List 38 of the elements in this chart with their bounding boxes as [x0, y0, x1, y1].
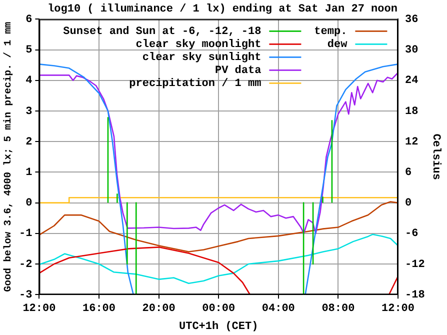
y2-tick-label: 12	[404, 136, 418, 148]
x-tick-label: 16:00	[82, 302, 116, 315]
x-tick-label: 12:00	[381, 302, 415, 315]
y-tick-label: 2	[26, 136, 32, 148]
y2-tick-label: -18	[404, 289, 426, 302]
y2-tick-label: 6	[404, 166, 412, 179]
legend-label: temp.	[314, 26, 348, 38]
y-tick-label: -2	[19, 258, 32, 271]
legend-label: precipitation / 1 mm	[129, 78, 262, 90]
y2-tick-label: 0	[404, 198, 412, 210]
legend-label: clear sky sunlight	[142, 52, 262, 64]
y-tick-label: -1	[19, 228, 33, 240]
legend-label: PV data	[214, 64, 262, 77]
x-tick-label: 04:00	[262, 302, 295, 315]
y-tick-label: 6	[26, 14, 32, 26]
x-axis-title: UTC+1h (CET)	[178, 321, 258, 334]
y2-axis-title: Celsius	[430, 134, 442, 180]
x-tick-label: 12:00	[22, 302, 56, 315]
y-axis-title: Good below 3.6, 4000 lx; 5 min precip. / 1 mm	[2, 22, 15, 292]
x-tick-label: 08:00	[322, 302, 355, 315]
y2-tick-label: 36	[404, 14, 418, 26]
y-tick-label: 5	[26, 44, 33, 57]
legend-label: Sunset and Sun at -6, -12, -18	[63, 26, 262, 38]
x-tick-label: 00:00	[202, 302, 236, 315]
y2-tick-label: -12	[404, 258, 425, 271]
legend-label: dew	[327, 38, 348, 51]
y-tick-label: 4	[26, 75, 33, 88]
y-tick-label: 3	[26, 106, 33, 118]
y-tick-label: 0	[26, 198, 32, 210]
x-tick-label: 20:00	[142, 302, 176, 315]
y-tick-label: -3	[19, 289, 33, 302]
y-tick-label: 1	[26, 166, 33, 179]
y2-tick-label: 30	[404, 44, 418, 57]
y2-tick-label: -6	[404, 228, 418, 240]
legend-label: clear sky moonlight	[136, 38, 262, 51]
y2-tick-label: 18	[404, 106, 419, 118]
y2-tick-label: 24	[404, 75, 419, 88]
chart-title: log10 ( illuminance / 1 lx) ending at Sat Jan 27 noon	[48, 3, 398, 16]
